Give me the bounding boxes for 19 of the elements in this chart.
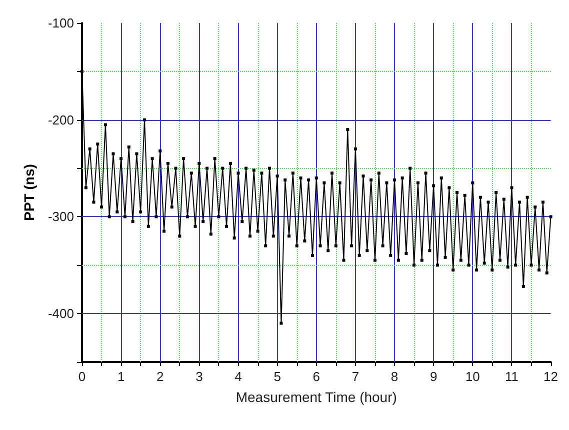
x-tick-label: 8 [390,369,398,384]
y-tick-label: -300 [48,209,74,224]
x-tick-label: 5 [274,369,281,384]
y-tick-label: -100 [48,16,74,30]
x-tick-label: 2 [156,369,164,384]
y-tick-label: -200 [48,112,74,128]
x-tick-label: 1 [117,369,125,384]
x-tick-label: 6 [312,369,320,384]
y-tick-label: -400 [48,306,74,322]
x-tick-label: 4 [234,369,242,384]
x-tick-label: 7 [352,369,360,384]
x-tick-label: 9 [430,369,438,384]
y-axis-title: PPT (ns) [21,164,37,221]
x-tick-label: 10 [465,369,480,384]
x-axis-title: Measurement Time (hour) [236,389,397,405]
x-tick-label: 11 [504,369,518,384]
x-tick-label: 0 [78,369,86,384]
x-tick-label: 12 [544,369,558,384]
x-tick-label: 3 [196,369,203,384]
